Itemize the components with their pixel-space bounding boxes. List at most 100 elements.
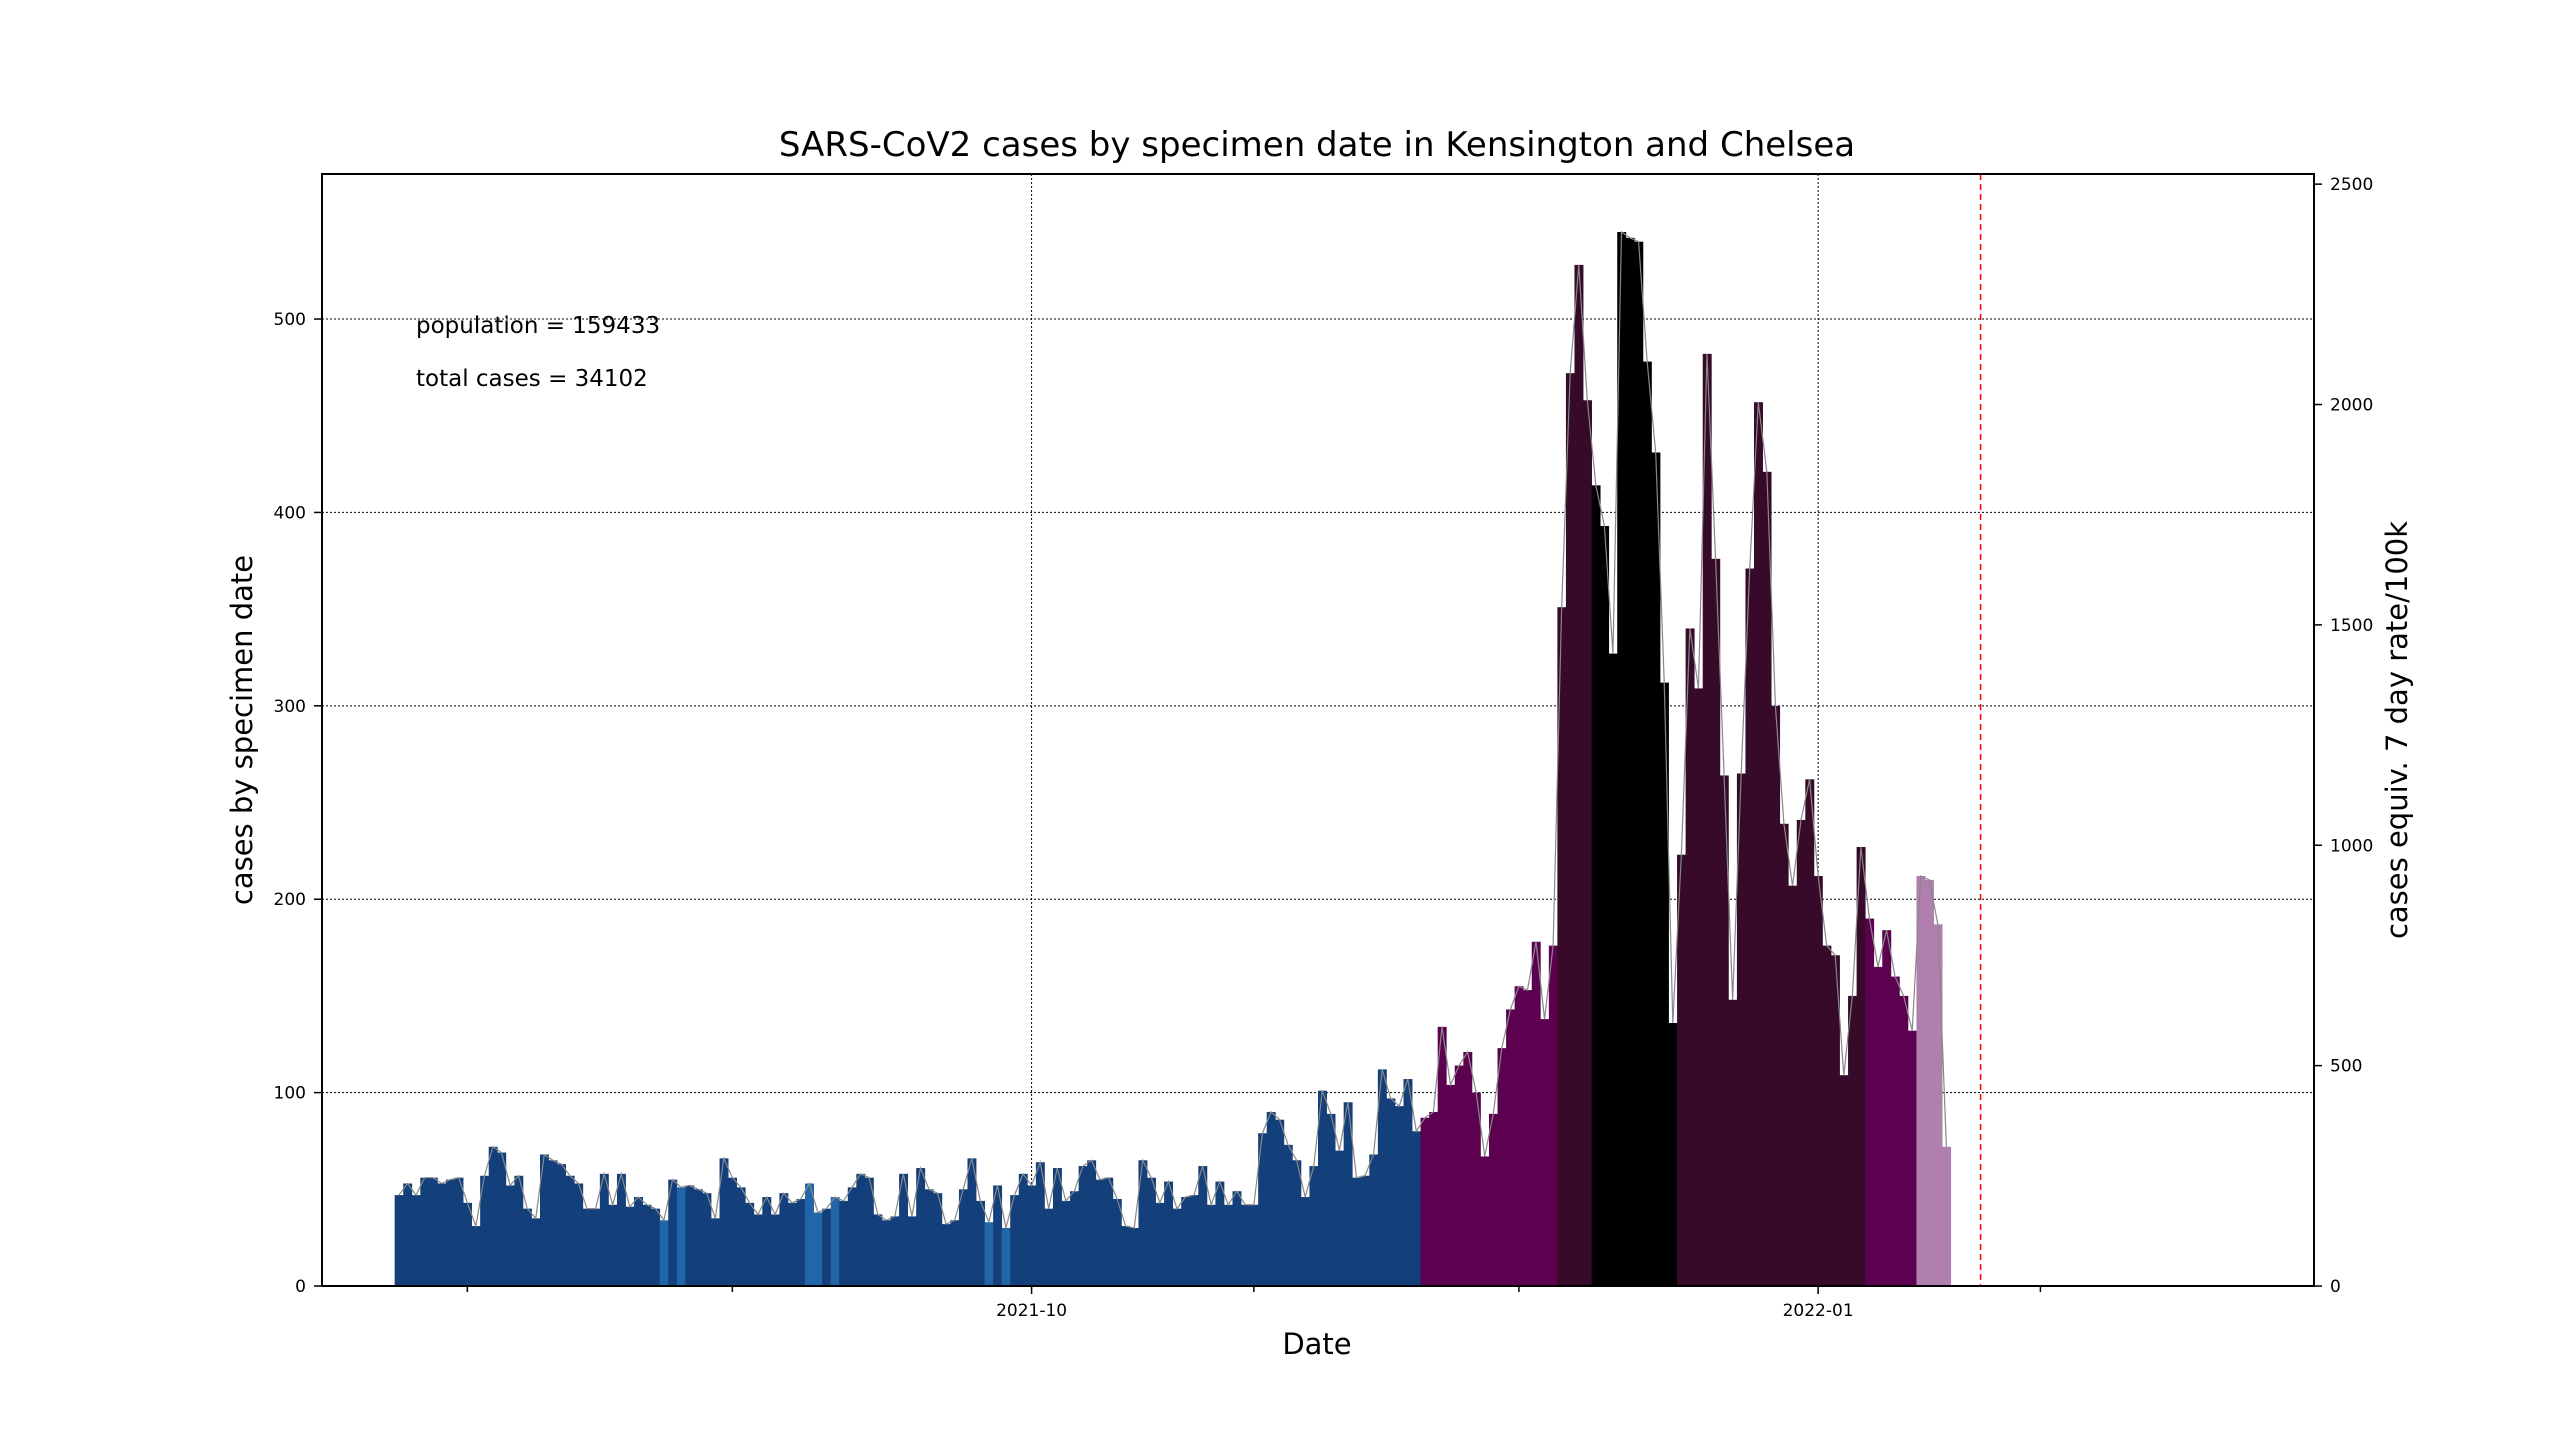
bar xyxy=(1591,485,1601,1286)
bar xyxy=(907,1216,917,1286)
bar xyxy=(1155,1202,1165,1286)
bar xyxy=(1608,653,1618,1286)
bar xyxy=(1412,1131,1421,1286)
bar xyxy=(1112,1198,1122,1286)
bar xyxy=(1206,1204,1216,1286)
bar xyxy=(693,1189,703,1286)
bar xyxy=(1788,885,1798,1286)
bar xyxy=(1933,924,1943,1286)
bar xyxy=(1873,966,1883,1286)
bar xyxy=(1634,241,1644,1286)
bar xyxy=(856,1173,866,1286)
bar xyxy=(1070,1191,1080,1286)
bar xyxy=(1925,879,1934,1286)
bar-series xyxy=(394,232,1952,1287)
bar xyxy=(608,1204,618,1286)
bar xyxy=(1181,1197,1191,1286)
bar xyxy=(1779,823,1789,1286)
bar xyxy=(548,1160,558,1286)
y-right-tick-label: 2000 xyxy=(2330,396,2373,416)
bar xyxy=(950,1220,960,1286)
bar xyxy=(505,1185,515,1286)
x-tick-label: 2021-10 xyxy=(996,1301,1067,1321)
bar xyxy=(1266,1111,1276,1286)
bar xyxy=(1241,1204,1251,1286)
bar xyxy=(1796,819,1806,1286)
bar xyxy=(1463,1051,1473,1286)
bar xyxy=(1685,628,1695,1286)
bar xyxy=(924,1189,934,1286)
y-right-tick-label: 2500 xyxy=(2330,175,2373,195)
bar xyxy=(1506,1009,1516,1286)
bar xyxy=(710,1218,720,1286)
bar xyxy=(488,1146,498,1286)
bar xyxy=(1429,1111,1439,1286)
bar xyxy=(522,1208,532,1286)
bar xyxy=(1104,1177,1114,1286)
bar xyxy=(565,1175,575,1286)
bar xyxy=(394,1195,404,1286)
bar xyxy=(1617,232,1627,1287)
bar xyxy=(1275,1119,1285,1286)
bar xyxy=(1659,682,1669,1286)
bar xyxy=(1138,1160,1148,1286)
bar xyxy=(1095,1179,1105,1286)
plot-frame xyxy=(321,173,2315,1287)
x-tick-label: 2022-01 xyxy=(1783,1301,1854,1321)
bar xyxy=(1437,1026,1447,1286)
bar xyxy=(1471,1092,1481,1286)
bar xyxy=(1018,1173,1028,1286)
bar xyxy=(428,1177,438,1286)
bar xyxy=(1147,1177,1156,1286)
bar xyxy=(779,1193,789,1286)
annotation-total-cases: total cases = 34102 xyxy=(416,366,648,392)
bar xyxy=(1531,941,1541,1286)
bar xyxy=(1848,995,1858,1286)
bar xyxy=(796,1198,806,1286)
bar xyxy=(813,1212,823,1286)
bar xyxy=(582,1208,592,1286)
y-tick-label: 0 xyxy=(295,1277,306,1297)
bar xyxy=(890,1216,900,1286)
bar xyxy=(1121,1226,1131,1286)
bar xyxy=(1865,918,1875,1286)
bar xyxy=(1189,1195,1199,1286)
bar xyxy=(728,1177,738,1286)
bar xyxy=(976,1200,985,1286)
bar xyxy=(1394,1106,1404,1286)
bar xyxy=(839,1200,849,1286)
bar xyxy=(1420,1117,1430,1286)
bar xyxy=(420,1177,430,1286)
bar xyxy=(1249,1204,1259,1286)
bar xyxy=(899,1173,909,1286)
annotation-population: population = 159433 xyxy=(416,313,660,339)
bar xyxy=(1283,1144,1293,1286)
bar xyxy=(1343,1102,1353,1286)
y-axis-label-right: cases equiv. 7 day rate/100k xyxy=(2380,521,2414,939)
bar xyxy=(471,1226,481,1286)
bar xyxy=(1839,1075,1849,1286)
bar xyxy=(497,1152,507,1286)
bar xyxy=(1890,976,1900,1286)
bar xyxy=(1044,1208,1054,1286)
bar xyxy=(1309,1166,1319,1286)
bar xyxy=(591,1208,601,1286)
bar xyxy=(1198,1166,1208,1286)
bar xyxy=(993,1185,1003,1286)
bar xyxy=(1754,402,1763,1286)
x-axis-label: Date xyxy=(1282,1327,1351,1361)
bar xyxy=(1745,568,1755,1286)
bar xyxy=(736,1187,746,1286)
bar xyxy=(1035,1162,1045,1286)
chart-title: SARS-CoV2 cases by specimen date in Kens… xyxy=(779,125,1855,165)
bar xyxy=(540,1154,549,1286)
bar xyxy=(881,1220,891,1286)
bar xyxy=(1583,400,1592,1286)
bar xyxy=(1677,854,1687,1286)
bar xyxy=(1856,847,1866,1286)
y-tick-label: 400 xyxy=(274,503,306,523)
bar xyxy=(1694,688,1704,1286)
bar xyxy=(1762,471,1772,1286)
bar xyxy=(634,1197,644,1286)
